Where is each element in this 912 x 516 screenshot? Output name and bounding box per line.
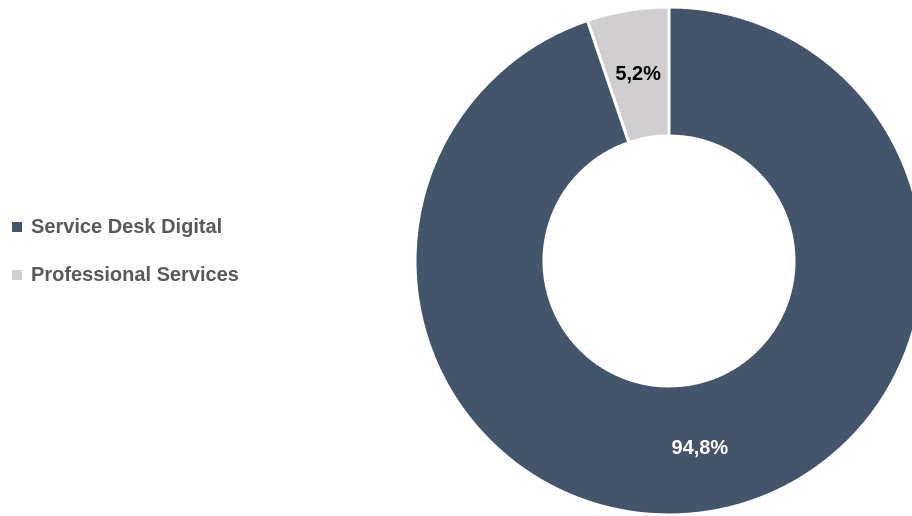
legend-swatch-service-desk-digital	[12, 222, 22, 232]
legend-swatch-professional-services	[12, 270, 22, 280]
slices-group	[413, 5, 912, 516]
legend-label-service-desk-digital: Service Desk Digital	[31, 215, 223, 238]
legend-item-professional-services[interactable]: Professional Services	[12, 260, 239, 290]
donut-slice-professional-services[interactable]	[585, 5, 671, 145]
legend-label-professional-services: Professional Services	[31, 263, 239, 286]
legend: Service Desk Digital Professional Servic…	[12, 212, 239, 308]
donut-slice-service-desk-digital[interactable]	[413, 5, 912, 516]
slice-label-service-desk-digital: 94,8%	[671, 437, 728, 459]
slice-label-professional-services: 5,2%	[615, 63, 661, 85]
legend-item-service-desk-digital[interactable]: Service Desk Digital	[12, 212, 239, 242]
slice-labels-group: 94,8% 5,2%	[615, 63, 728, 459]
